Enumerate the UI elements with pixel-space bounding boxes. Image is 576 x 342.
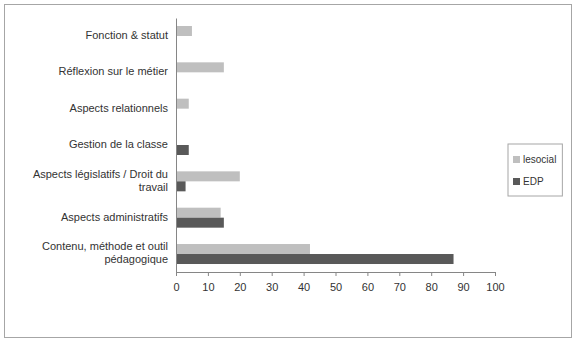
y-tick-label-line: pédagogique [104, 253, 168, 265]
x-tick: 20 [234, 272, 246, 293]
x-tick: 10 [202, 272, 214, 293]
legend: lesocial EDP [508, 144, 562, 196]
x-tick: 100 [486, 272, 504, 293]
x-axis: 0 10 20 30 40 50 60 70 80 90 100 [173, 272, 504, 293]
y-tick-label-line: Aspects législatifs / Droit du [33, 168, 168, 180]
bar [176, 254, 454, 264]
x-tick-mark [431, 272, 432, 276]
x-tick-label: 30 [266, 281, 278, 293]
y-tick-label-line: Réflexion sur le métier [59, 65, 169, 77]
x-tick: 70 [394, 272, 406, 293]
y-tick-label-line: Aspects administratifs [61, 211, 168, 223]
y-tick-label: Contenu, méthode et outilpédagogique [42, 240, 168, 265]
x-tick-mark [304, 272, 305, 276]
legend-label: lesocial [523, 154, 556, 165]
y-tick: Contenu, méthode et outilpédagogique [42, 240, 168, 265]
x-tick: 30 [266, 272, 278, 293]
y-tick: Réflexion sur le métier [59, 65, 169, 77]
chart: 0 10 20 30 40 50 60 70 80 90 100 Fonction & statut R… [0, 0, 576, 342]
x-tick: 90 [457, 272, 469, 293]
y-tick-label-line: Contenu, méthode et outil [42, 240, 168, 252]
x-tick: 60 [362, 272, 374, 293]
x-tick-mark [367, 272, 368, 276]
bar [176, 218, 224, 228]
bar [176, 171, 240, 181]
x-tick-mark [176, 272, 177, 276]
y-tick: Aspects administratifs [61, 211, 168, 223]
y-tick: Fonction & statut [85, 29, 168, 41]
y-tick-label-line: Gestion de la classe [69, 138, 168, 150]
bar [176, 181, 186, 191]
bar [176, 145, 189, 155]
y-tick-label: Aspects administratifs [61, 211, 168, 223]
bars [176, 26, 454, 264]
y-tick: Aspects relationnels [70, 102, 169, 114]
x-tick-mark [495, 272, 496, 276]
x-tick-label: 90 [457, 281, 469, 293]
x-tick-mark [208, 272, 209, 276]
y-axis: Fonction & statut Réflexion sur le métier… [33, 19, 177, 273]
y-tick-label-line: Aspects relationnels [70, 102, 169, 114]
y-tick-label: Réflexion sur le métier [59, 65, 169, 77]
y-tick-label: Aspects législatifs / Droit dutravail [33, 168, 168, 193]
y-tick: Aspects législatifs / Droit dutravail [33, 168, 168, 193]
x-tick-label: 20 [234, 281, 246, 293]
bar [176, 208, 221, 218]
y-tick-label: Gestion de la classe [69, 138, 168, 150]
x-tick-label: 0 [173, 281, 179, 293]
x-tick-label: 60 [362, 281, 374, 293]
bar [176, 26, 192, 36]
series-bars [176, 26, 310, 254]
x-tick-mark [463, 272, 464, 276]
x-tick-label: 40 [298, 281, 310, 293]
bar [176, 244, 310, 254]
x-tick: 0 [173, 272, 179, 293]
x-tick: 40 [298, 272, 310, 293]
x-tick-mark [336, 272, 337, 276]
x-tick: 80 [426, 272, 438, 293]
legend-label: EDP [523, 176, 544, 187]
x-tick-label: 50 [330, 281, 342, 293]
x-tick-label: 10 [202, 281, 214, 293]
y-axis-line [176, 19, 177, 273]
x-tick: 50 [330, 272, 342, 293]
legend-box [508, 144, 562, 196]
x-tick-label: 100 [486, 281, 504, 293]
x-tick-mark [272, 272, 273, 276]
bar [176, 62, 224, 72]
x-tick-mark [240, 272, 241, 276]
x-tick-label: 70 [394, 281, 406, 293]
y-tick-label-line: Fonction & statut [85, 29, 168, 41]
y-tick: Gestion de la classe [69, 138, 168, 150]
series-bars [176, 145, 454, 264]
x-tick-label: 80 [426, 281, 438, 293]
legend-swatch [513, 156, 520, 163]
y-tick-label: Fonction & statut [85, 29, 168, 41]
y-tick-label-line: travail [139, 181, 168, 193]
bar [176, 99, 189, 109]
chart-frame [5, 5, 572, 338]
legend-swatch [513, 178, 520, 185]
x-tick-mark [399, 272, 400, 276]
y-tick-label: Aspects relationnels [70, 102, 169, 114]
